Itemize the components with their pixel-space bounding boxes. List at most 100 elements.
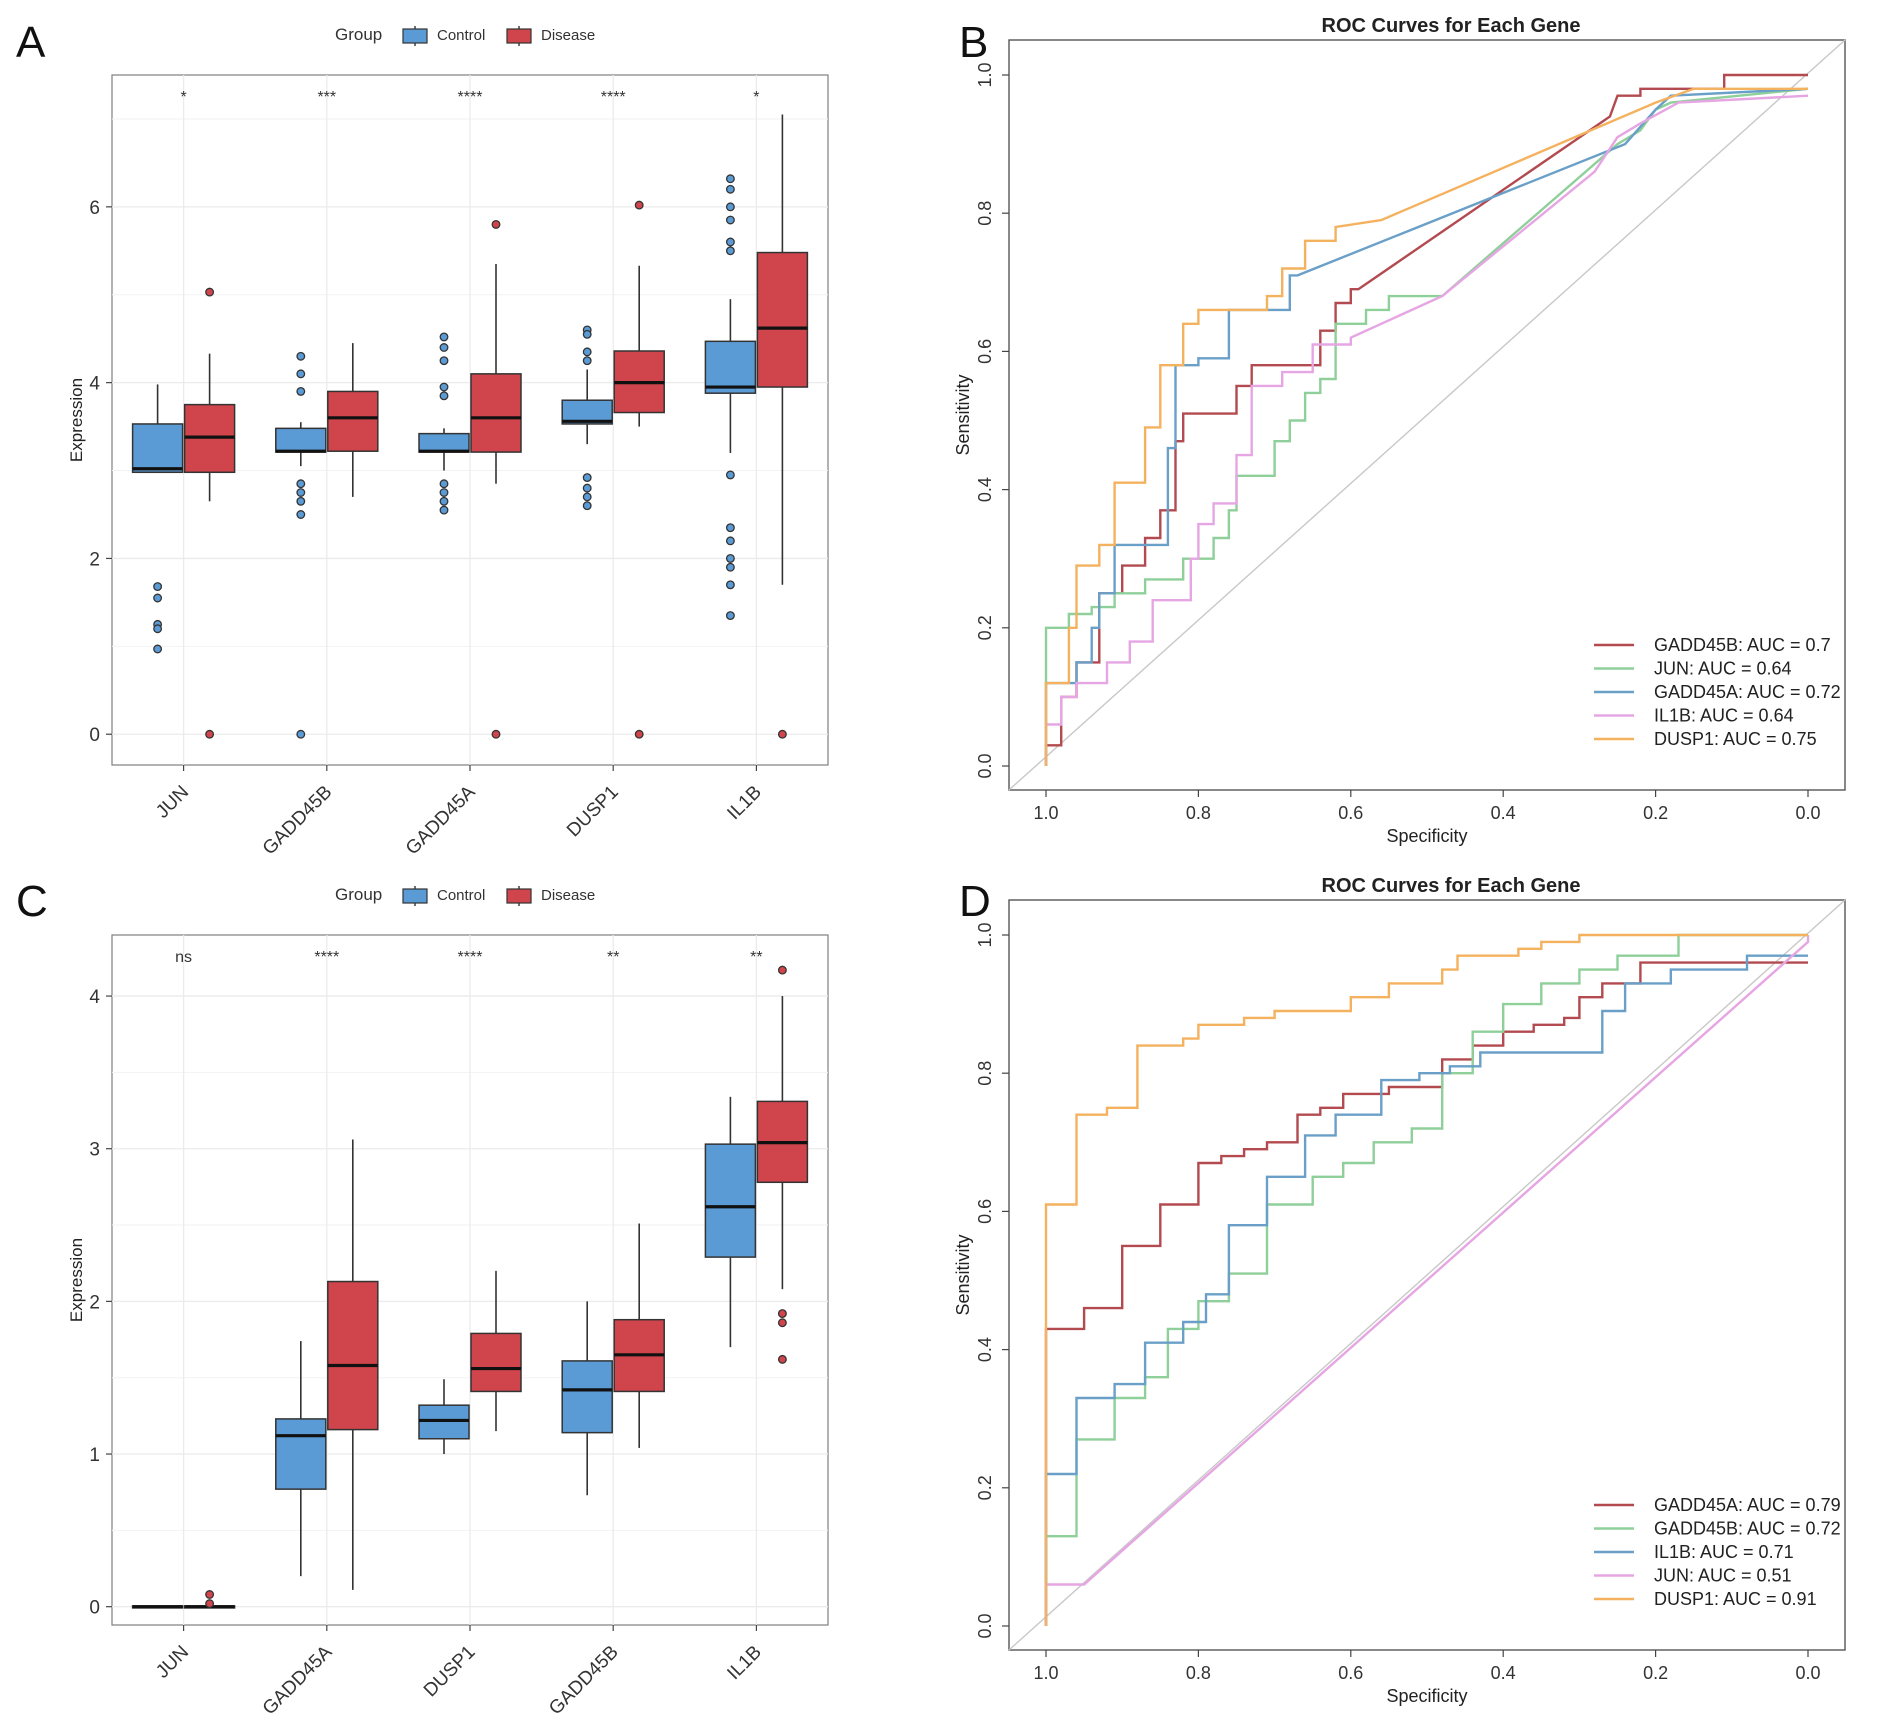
disease-box: [327, 390, 379, 452]
significance-label: ****: [314, 949, 339, 966]
significance-label: *: [180, 89, 186, 106]
legend-label: JUN: AUC = 0.64: [1654, 659, 1792, 679]
x-tick-label: JUN: [152, 1642, 193, 1683]
x-tick-label: DUSP1: [563, 782, 623, 842]
y-axis-label: Sensitivity: [953, 374, 973, 455]
outlier-point: [725, 562, 735, 572]
outlier-point: [296, 479, 306, 489]
panel-letter: D: [959, 877, 991, 926]
outlier-point: [491, 219, 501, 229]
outlier-point: [777, 1354, 787, 1364]
outlier-point: [777, 1318, 787, 1328]
significance-label: ****: [458, 89, 483, 106]
outlier-point: [777, 965, 787, 975]
outlier-point: [205, 1599, 215, 1609]
roc-curve-gadd45a: [1044, 961, 1808, 1626]
outlier-point: [725, 215, 735, 225]
outlier-point: [439, 343, 449, 352]
x-tick-label: JUN: [152, 782, 193, 823]
legend-title: Group: [335, 25, 382, 44]
significance-label: ****: [601, 89, 626, 106]
y-tick-label: 2: [89, 549, 100, 570]
roc-curve-gadd45b: [1044, 73, 1808, 766]
x-axis-label: Specificity: [1386, 1686, 1467, 1706]
y-axis-label: Sensitivity: [953, 1234, 973, 1315]
y-tick-label: 1.0: [975, 62, 995, 87]
outlier-point: [153, 593, 163, 603]
legend-key: [506, 28, 532, 44]
outlier-point: [582, 492, 592, 502]
outlier-point: [725, 202, 735, 212]
outlier-point: [439, 391, 449, 401]
outlier-point: [725, 470, 735, 480]
outlier-point: [582, 356, 592, 366]
diagonal-reference-line: [1008, 39, 1846, 791]
outlier-point: [205, 287, 215, 297]
panel-letter: A: [16, 18, 46, 67]
outlier-point: [296, 488, 306, 497]
outlier-point: [725, 580, 735, 590]
x-tick-label: 0.8: [1186, 803, 1211, 823]
x-tick-label: 0.2: [1643, 803, 1668, 823]
x-tick-label: 0.6: [1338, 1663, 1363, 1683]
legend-label: DUSP1: AUC = 0.75: [1654, 729, 1817, 749]
y-axis-label: Expression: [67, 1238, 86, 1322]
x-axis-label: Specificity: [1386, 826, 1467, 846]
outlier-point: [725, 237, 735, 247]
legend-label: Disease: [541, 27, 595, 44]
control-box: [561, 1360, 613, 1434]
y-tick-label: 6: [89, 198, 100, 219]
outlier-point: [491, 729, 501, 739]
legend-label: GADD45A: AUC = 0.72: [1654, 682, 1841, 702]
roc-curve-dusp1: [1044, 87, 1808, 766]
y-axis-label: Expression: [67, 378, 86, 462]
x-tick-label: 0.0: [1795, 1663, 1820, 1683]
chart-title: ROC Curves for Each Gene: [1322, 15, 1581, 37]
outlier-point: [205, 729, 215, 739]
legend-label: IL1B: AUC = 0.64: [1654, 706, 1794, 726]
x-tick-label: 0.4: [1491, 803, 1516, 823]
y-tick-label: 2: [89, 1292, 100, 1313]
outlier-point: [439, 505, 449, 515]
y-tick-label: 4: [89, 987, 100, 1008]
legend-label: Control: [437, 887, 485, 904]
outlier-point: [439, 332, 449, 342]
disease-box: [470, 373, 522, 453]
diagonal-reference-line: [1008, 899, 1846, 1651]
legend-key: [506, 888, 532, 904]
disease-box: [470, 1332, 522, 1393]
x-tick-label: 0.8: [1186, 1663, 1211, 1683]
y-tick-label: 0.2: [975, 615, 995, 640]
outlier-point: [439, 488, 449, 497]
disease-box: [327, 1280, 379, 1431]
y-tick-label: 0.2: [975, 1475, 995, 1500]
outlier-point: [725, 184, 735, 194]
legend-label: GADD45B: AUC = 0.7: [1654, 635, 1831, 655]
y-tick-label: 0.8: [975, 201, 995, 226]
outlier-point: [153, 582, 163, 592]
x-tick-label: GADD45B: [545, 1642, 623, 1719]
outlier-point: [205, 1590, 215, 1599]
y-tick-label: 4: [89, 374, 100, 395]
y-tick-label: 3: [89, 1140, 100, 1161]
y-tick-label: 0.0: [975, 1613, 995, 1638]
significance-label: *: [753, 89, 759, 106]
control-box: [275, 1418, 327, 1490]
panel-a-boxplot: A Group Control Disease 0 2 4 6 JUN * GADD45B *** G…: [16, 18, 829, 859]
outlier-point: [296, 496, 306, 506]
significance-label: ****: [458, 949, 483, 966]
legend-label: GADD45A: AUC = 0.79: [1654, 1495, 1841, 1515]
x-tick-label: IL1B: [723, 782, 765, 824]
panel-d-roc: D ROC Curves for Each Gene 1.0 0.8 0.6 0.4 0.…: [953, 875, 1846, 1706]
legend-label: GADD45B: AUC = 0.72: [1654, 1519, 1841, 1539]
outlier-point: [582, 473, 592, 483]
outlier-point: [153, 644, 163, 654]
outlier-point: [725, 553, 735, 563]
outlier-point: [296, 369, 306, 379]
outlier-point: [725, 536, 735, 546]
roc-curve-jun: [1044, 87, 1809, 766]
outlier-point: [777, 1309, 787, 1319]
y-tick-label: 0.6: [975, 339, 995, 364]
legend-title: Group: [335, 885, 382, 904]
panel-c-boxplot: C Group Control Disease 0 1 2 3 4 JUN ns GADD45A **…: [16, 877, 829, 1719]
